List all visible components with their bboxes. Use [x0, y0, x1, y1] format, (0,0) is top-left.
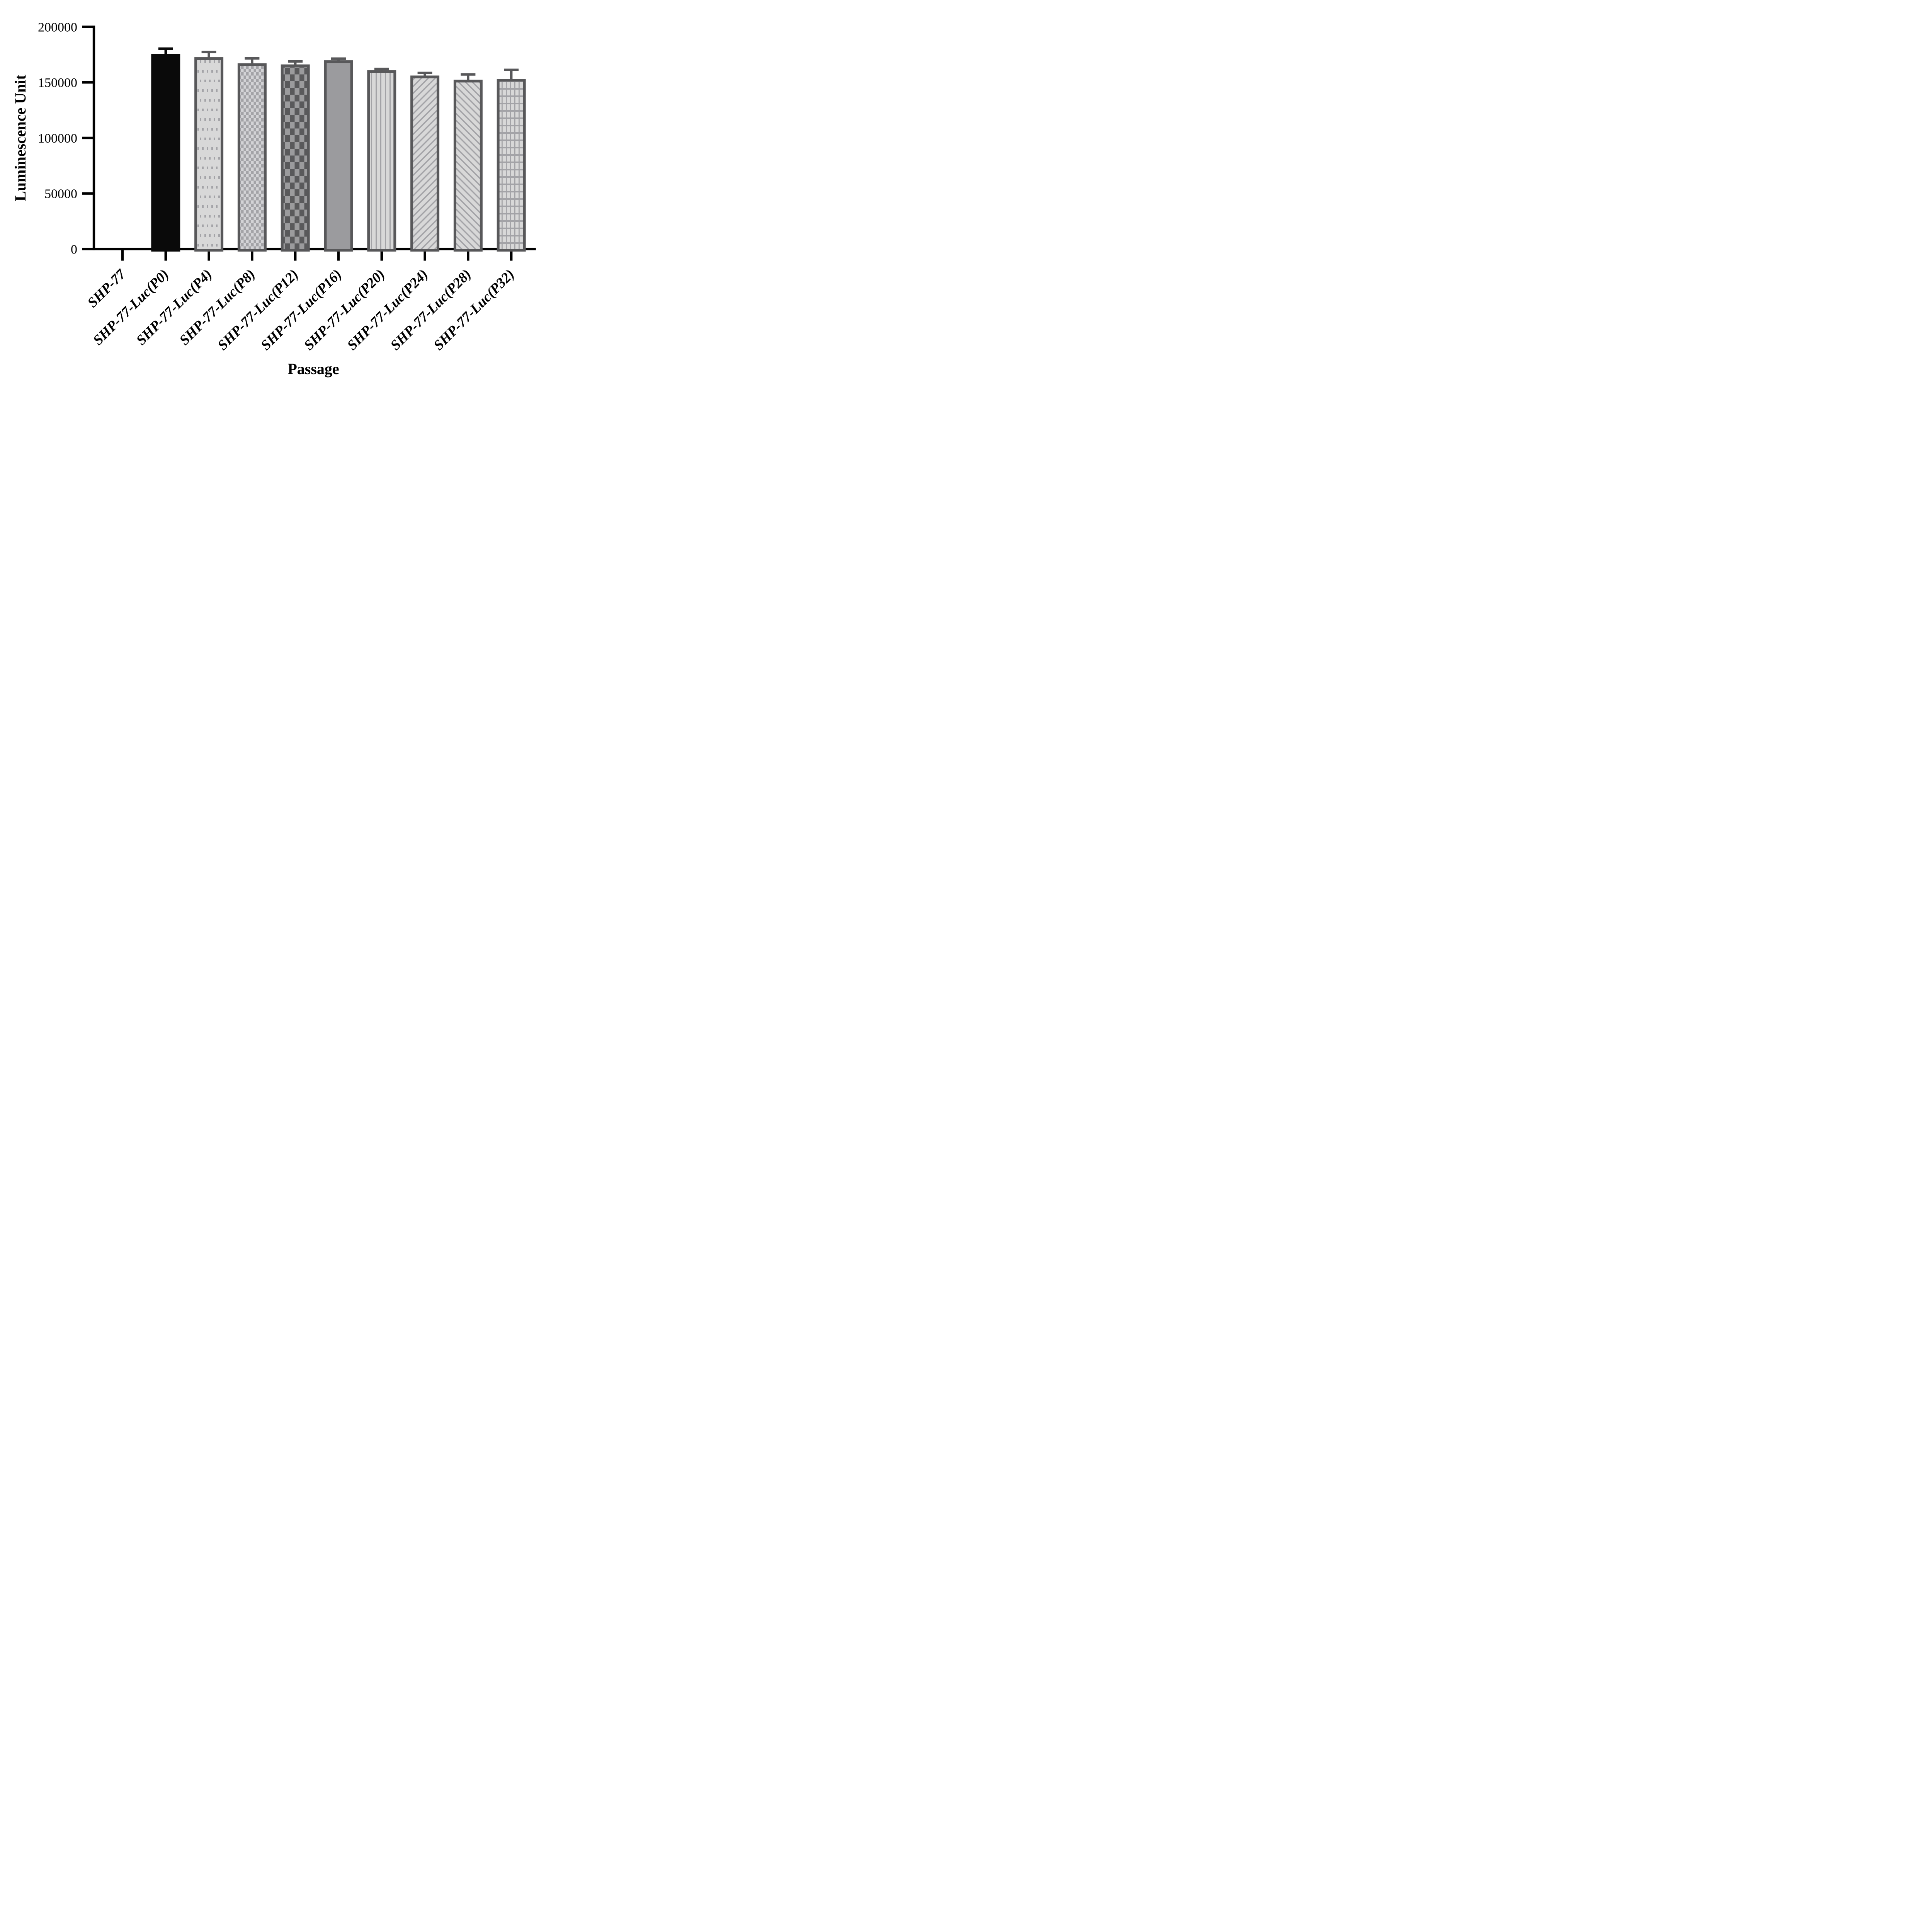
x-tick-shp-77-luc-p0 — [164, 250, 167, 261]
error-bar-cap-shp-77-luc-p28 — [461, 73, 476, 76]
x-tick-shp-77-luc-p4 — [207, 250, 210, 261]
y-axis-line — [92, 26, 95, 250]
y-tick-150000 — [82, 81, 93, 84]
x-category-label-shp-77-luc-p12: SHP-77-Luc(P12) — [214, 266, 301, 353]
error-bar-cap-shp-77-luc-p32 — [504, 68, 519, 71]
x-tick-shp-77-luc-p28 — [467, 250, 469, 261]
x-tick-shp-77-luc-p16 — [337, 250, 340, 261]
x-category-label-shp-77-luc-p0: SHP-77-Luc(P0) — [90, 266, 172, 348]
bar-shp-77-luc-p32 — [497, 79, 526, 252]
error-bar-cap-shp-77-luc-p16 — [331, 57, 346, 60]
bar-shp-77-luc-p28 — [453, 80, 483, 252]
bar-shp-77-luc-p4 — [194, 57, 224, 252]
bar-shp-77-luc-p12 — [281, 64, 310, 252]
plot-area: 050000100000150000200000SHP-77SHP-77-Luc… — [38, 20, 536, 354]
x-axis-title: Passage — [287, 360, 339, 378]
y-tick-label-100000: 100000 — [38, 131, 77, 146]
x-category-label-shp-77-luc-p4: SHP-77-Luc(P4) — [133, 266, 215, 348]
bar-shp-77-luc-p20 — [367, 70, 396, 252]
x-tick-shp-77-luc-p12 — [294, 250, 297, 261]
error-bar-cap-shp-77-luc-p8 — [245, 57, 260, 60]
x-category-label-shp-77: SHP-77 — [85, 266, 129, 311]
y-tick-label-200000: 200000 — [38, 20, 77, 35]
y-tick-50000 — [82, 192, 93, 195]
y-tick-0 — [82, 248, 93, 250]
error-bar-stem-shp-77-luc-p32 — [510, 70, 513, 85]
bar-chart: 050000100000150000200000SHP-77SHP-77-Luc… — [12, 20, 536, 378]
x-category-label-shp-77-luc-p20: SHP-77-Luc(P20) — [301, 266, 388, 353]
x-category-label-shp-77-luc-p28: SHP-77-Luc(P28) — [388, 266, 474, 353]
bar-shp-77-luc-p0 — [151, 54, 180, 252]
y-tick-label-150000: 150000 — [38, 76, 77, 90]
error-bar-cap-shp-77-luc-p20 — [374, 68, 389, 70]
x-category-label-shp-77-luc-p24: SHP-77-Luc(P24) — [344, 266, 431, 353]
error-bar-cap-shp-77-luc-p0 — [158, 47, 173, 50]
error-bar-cap-shp-77-luc-p12 — [288, 60, 303, 63]
y-tick-100000 — [82, 136, 93, 139]
x-tick-shp-77-luc-p32 — [510, 250, 513, 261]
x-axis-line — [92, 248, 536, 250]
bar-shp-77-luc-p8 — [237, 63, 267, 252]
bar-shp-77-luc-p24 — [410, 75, 440, 252]
y-tick-label-0: 0 — [71, 242, 77, 257]
y-axis-title: Luminescence Unit — [12, 74, 29, 201]
x-tick-shp-77-luc-p8 — [251, 250, 253, 261]
y-tick-label-50000: 50000 — [44, 187, 77, 201]
figure-frame: 0 50000 100000 150000 200000 SHP-77 SHP-77-Luc… — [0, 0, 559, 386]
x-tick-shp-77 — [121, 250, 124, 261]
x-category-label-shp-77-luc-p16: SHP-77-Luc(P16) — [258, 266, 345, 353]
x-tick-shp-77-luc-p24 — [423, 250, 426, 261]
y-tick-200000 — [82, 26, 93, 28]
bar-shp-77-luc-p16 — [324, 60, 353, 252]
x-tick-shp-77-luc-p20 — [380, 250, 383, 261]
x-category-label-shp-77-luc-p32: SHP-77-Luc(P32) — [430, 266, 517, 353]
x-category-label-shp-77-luc-p8: SHP-77-Luc(P8) — [177, 266, 259, 348]
error-bar-cap-shp-77-luc-p4 — [201, 51, 216, 53]
error-bar-cap-shp-77-luc-p24 — [417, 71, 432, 75]
